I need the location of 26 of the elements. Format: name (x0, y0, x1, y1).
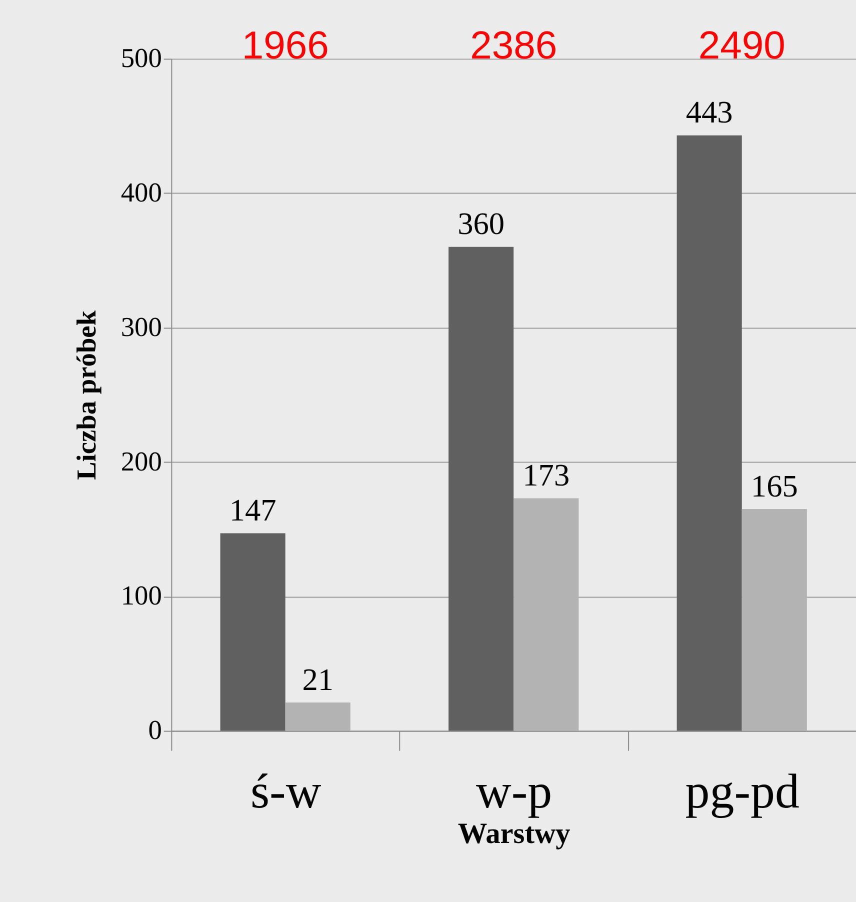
bar (285, 702, 350, 731)
bar (448, 246, 514, 731)
y-tick-label: 100 (120, 580, 162, 611)
y-tick-label: 400 (120, 177, 162, 208)
y-tick-label: 500 (120, 43, 162, 74)
data-label: 21 (302, 662, 334, 697)
data-label: 147 (229, 492, 276, 528)
data-label: 165 (750, 468, 798, 504)
y-axis-title: Liczba próbek (71, 310, 102, 480)
x-tick-label: w-p (476, 764, 552, 819)
y-tick-label: 0 (148, 715, 162, 746)
data-label: 360 (458, 206, 505, 242)
bar (514, 498, 579, 731)
x-tick-label: pg-pd (685, 764, 800, 819)
y-tick-label: 300 (120, 312, 162, 342)
x-axis-title: Warstwy (458, 818, 571, 850)
x-tick-label: ś-w (250, 764, 322, 819)
data-label: 443 (686, 94, 733, 130)
y-tick-label: 200 (120, 446, 162, 476)
annotation: 2490 (698, 24, 786, 68)
annotation: 1966 (242, 24, 329, 68)
bar (742, 509, 807, 731)
annotation: 2386 (470, 24, 558, 68)
data-label: 173 (522, 458, 570, 493)
bar (220, 533, 286, 731)
bar (676, 135, 742, 731)
